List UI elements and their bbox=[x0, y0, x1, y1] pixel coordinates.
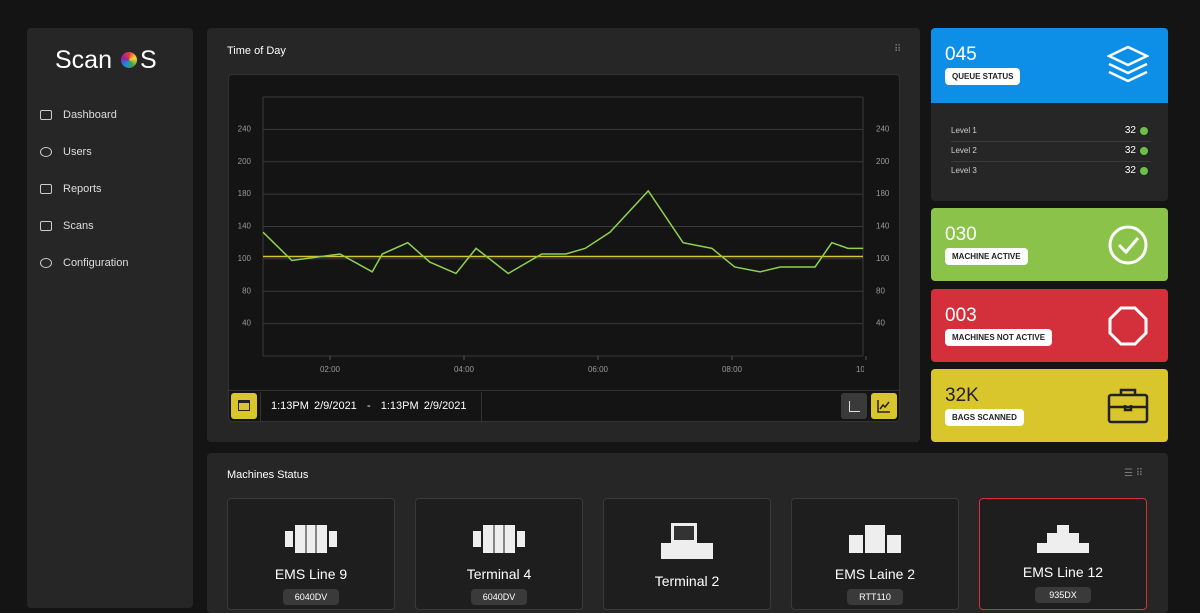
machine-code: 935DX bbox=[1035, 587, 1091, 603]
machine-name: EMS Line 12 bbox=[1022, 564, 1104, 580]
nav-item[interactable]: Reports bbox=[63, 183, 102, 195]
time: 1:13PM bbox=[380, 400, 419, 412]
y2-tick-label: 80 bbox=[876, 286, 885, 295]
stat-label: MACHINES NOT ACTIVE bbox=[945, 329, 1053, 346]
level-value: 32 bbox=[1124, 165, 1136, 176]
y-tick-label: 100 bbox=[238, 254, 252, 263]
machine-card[interactable]: Terminal 4 6040DV bbox=[415, 498, 583, 610]
sidebar: Scan S bbox=[27, 28, 193, 608]
line-chart-button[interactable] bbox=[871, 393, 897, 419]
level-name: Level 3 bbox=[951, 166, 977, 175]
machine-card[interactable]: EMS Line 12 935DX bbox=[979, 498, 1147, 610]
nav-icon bbox=[40, 258, 52, 268]
x-tick-label: 06:00 bbox=[588, 365, 609, 374]
drag-handle[interactable]: ⠿ bbox=[894, 44, 902, 55]
separator: - bbox=[366, 400, 371, 412]
nav-item[interactable]: Configuration bbox=[63, 257, 129, 269]
divider bbox=[228, 390, 900, 391]
stat-value: 045 bbox=[945, 44, 977, 65]
x-tick-label: 04:00 bbox=[454, 365, 475, 374]
logo-text: S bbox=[140, 46, 157, 74]
y2-tick-label: 140 bbox=[876, 222, 890, 231]
x-tick-label: 08:00 bbox=[722, 365, 743, 374]
machine-code: 6040DV bbox=[283, 589, 339, 605]
nav-icon bbox=[40, 147, 52, 157]
inactive-card: 003 MACHINES NOT ACTIVE bbox=[931, 289, 1168, 362]
y2-tick-label: 100 bbox=[876, 254, 890, 263]
stat-label: MACHINE ACTIVE bbox=[945, 248, 1028, 265]
stat-label: BAGS SCANNED bbox=[945, 409, 1024, 426]
logo-orb bbox=[121, 52, 137, 68]
divider bbox=[481, 392, 482, 422]
level-value: 32 bbox=[1124, 145, 1136, 156]
y-tick-label: 180 bbox=[238, 189, 252, 198]
machine-name: Terminal 2 bbox=[654, 573, 720, 589]
stat-value: 003 bbox=[945, 305, 977, 326]
bar-chart-button[interactable] bbox=[841, 393, 867, 419]
machine-name: Terminal 4 bbox=[466, 566, 532, 582]
y-tick-label: 140 bbox=[238, 222, 252, 231]
machine-code: RTT110 bbox=[847, 589, 903, 605]
date: 2/9/2021 bbox=[313, 400, 357, 412]
status-dot bbox=[1140, 127, 1148, 135]
machine-card[interactable]: Terminal 2 bbox=[603, 498, 771, 610]
date-range[interactable]: 1:13PM 2/9/2021 - 1:13PM 2/9/2021 bbox=[271, 400, 467, 412]
date: 2/9/2021 bbox=[423, 400, 467, 412]
active-card: 030 MACHINE ACTIVE bbox=[931, 208, 1168, 281]
level-name: Level 1 bbox=[951, 126, 977, 135]
chart-title: Time of Day bbox=[227, 45, 286, 57]
x-tick-label: 10:00 bbox=[856, 365, 877, 374]
stat-value: 030 bbox=[945, 224, 977, 245]
nav-icon bbox=[40, 221, 52, 231]
time: 1:13PM bbox=[271, 400, 309, 412]
nav-icon bbox=[40, 110, 52, 120]
divider bbox=[260, 392, 261, 422]
logo-text: Scan bbox=[55, 46, 112, 74]
calendar-button[interactable] bbox=[231, 393, 257, 419]
chart: 02:00 04:00 06:00 08:00 10:00 40 40 80 80 100 100… bbox=[238, 96, 890, 374]
section-title: Machines Status bbox=[227, 469, 309, 481]
status-dot bbox=[1140, 147, 1148, 155]
nav-item[interactable]: Scans bbox=[63, 220, 94, 232]
data-line bbox=[262, 189, 864, 275]
queue-card: 045 QUEUE STATUS Level 1 32 Level 2 32 L… bbox=[931, 28, 1168, 201]
machine-name: EMS Line 9 bbox=[274, 566, 348, 582]
y-tick-label: 40 bbox=[242, 319, 251, 328]
machine-name: EMS Laine 2 bbox=[834, 566, 916, 582]
level-name: Level 2 bbox=[951, 146, 977, 155]
machine-card[interactable]: EMS Line 9 6040DV bbox=[227, 498, 395, 610]
y2-tick-label: 40 bbox=[876, 319, 885, 328]
list-toggle[interactable]: ☰ ⠿ bbox=[1124, 468, 1144, 479]
y-tick-label: 200 bbox=[238, 157, 252, 166]
bags-card: 32K BAGS SCANNED bbox=[931, 369, 1168, 442]
y-tick-label: 240 bbox=[238, 124, 252, 133]
nav-icon bbox=[40, 184, 52, 194]
nav-item[interactable]: Dashboard bbox=[63, 109, 117, 121]
level-value: 32 bbox=[1124, 125, 1136, 136]
y-tick-label: 80 bbox=[242, 286, 251, 295]
status-dot bbox=[1140, 167, 1148, 175]
machine-card[interactable]: EMS Laine 2 RTT110 bbox=[791, 498, 959, 610]
y2-tick-label: 200 bbox=[876, 157, 890, 166]
dashboard: Scan S Dashboard Users Reports Scans Con… bbox=[27, 28, 1168, 613]
y2-tick-label: 180 bbox=[876, 189, 890, 198]
nav-item[interactable]: Users bbox=[63, 146, 92, 158]
machine-code: 6040DV bbox=[471, 589, 527, 605]
x-tick-label: 02:00 bbox=[320, 365, 341, 374]
stat-value: 32K bbox=[945, 385, 979, 406]
stat-label: QUEUE STATUS bbox=[945, 68, 1021, 85]
chart-area bbox=[228, 74, 900, 422]
y2-tick-label: 240 bbox=[876, 124, 890, 133]
